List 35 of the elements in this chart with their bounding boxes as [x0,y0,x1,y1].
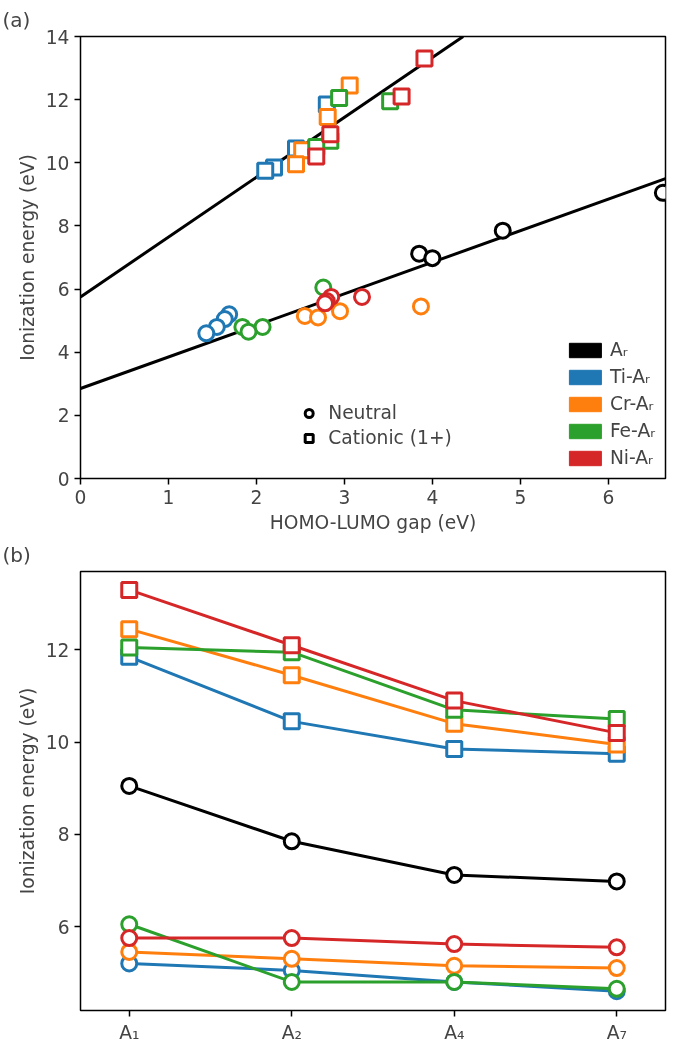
legend-label: Aᵣ [609,339,629,360]
x-tick-label: 0 [74,486,87,508]
y-tick-label: 12 [45,89,70,111]
legend-label: Cationic (1+) [328,427,452,448]
y-tick-label: 8 [57,215,70,237]
x-tick-label: A₁ [119,1021,140,1043]
legend-label: Ti-Aᵣ [609,366,650,387]
x-axis-title: HOMO-LUMO gap (eV) [269,511,477,533]
legend-label: Neutral [328,402,398,423]
legend-label: Cr-Aᵣ [609,393,654,414]
y-tick-label: 4 [57,342,70,364]
y-tick-label: 2 [57,405,70,427]
x-tick-label: A₇ [606,1021,627,1043]
x-tick-label: 3 [338,486,351,508]
legend-label: Fe-Aᵣ [609,420,655,441]
y-axis-title: Ionization energy (eV) [16,154,38,361]
y-tick-label: 12 [45,639,70,661]
chart-title: (a) [2,7,31,32]
x-tick-label: A₄ [444,1021,465,1043]
x-tick-label: 6 [602,486,615,508]
y-tick-label: 14 [45,26,70,48]
y-axis-title: Ionization energy (eV) [16,687,38,895]
x-tick-label: 1 [162,486,175,508]
y-tick-label: 0 [57,468,70,490]
chart-title: (b) [2,542,31,567]
y-tick-label: 6 [57,279,70,301]
y-tick-label: 6 [57,916,70,938]
legend-label: Ni-Aᵣ [609,447,653,468]
x-tick-label: 2 [250,486,263,508]
x-tick-label: 4 [426,486,439,508]
y-tick-label: 10 [45,732,70,754]
y-tick-label: 8 [57,824,70,846]
y-tick-label: 10 [45,152,70,174]
x-tick-label: 5 [514,486,527,508]
x-tick-label: A₂ [281,1021,302,1043]
